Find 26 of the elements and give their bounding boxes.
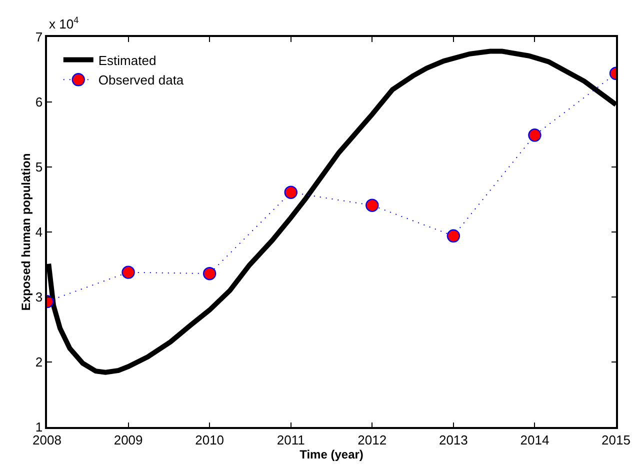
point: [528, 128, 542, 142]
x-tick-label: 2012: [358, 432, 387, 448]
x-tick-label: 2015: [602, 432, 630, 448]
point: [366, 198, 379, 212]
x-tick-label: 2009: [114, 432, 143, 448]
point: [122, 266, 135, 279]
y-axis-title: Exposed human population: [19, 153, 34, 311]
point: [284, 186, 298, 199]
point: [446, 229, 460, 242]
legend-label: Estimated: [98, 52, 156, 68]
y-tick-label: 3: [35, 290, 43, 305]
x-tick-label: 2011: [276, 432, 305, 448]
y-tick-label: 7: [35, 30, 43, 45]
y-tick-label: 4: [35, 224, 43, 240]
y-tick-label: 6: [35, 94, 43, 110]
x-tick-label: 2010: [195, 432, 224, 448]
text: x 10$^{4}$: [49, 15, 79, 32]
legend-label: Observed data: [98, 72, 184, 88]
y-tick-label: 1: [35, 420, 43, 435]
y-tick-label: 2: [35, 354, 43, 370]
x-tick-label: 2008: [32, 432, 62, 448]
x-tick-label: 2013: [438, 432, 468, 448]
y-tick-label: 5: [35, 160, 43, 175]
point: [202, 267, 216, 280]
x-tick-label: 2014: [520, 432, 550, 448]
x-axis-title: Time (year): [300, 447, 364, 462]
